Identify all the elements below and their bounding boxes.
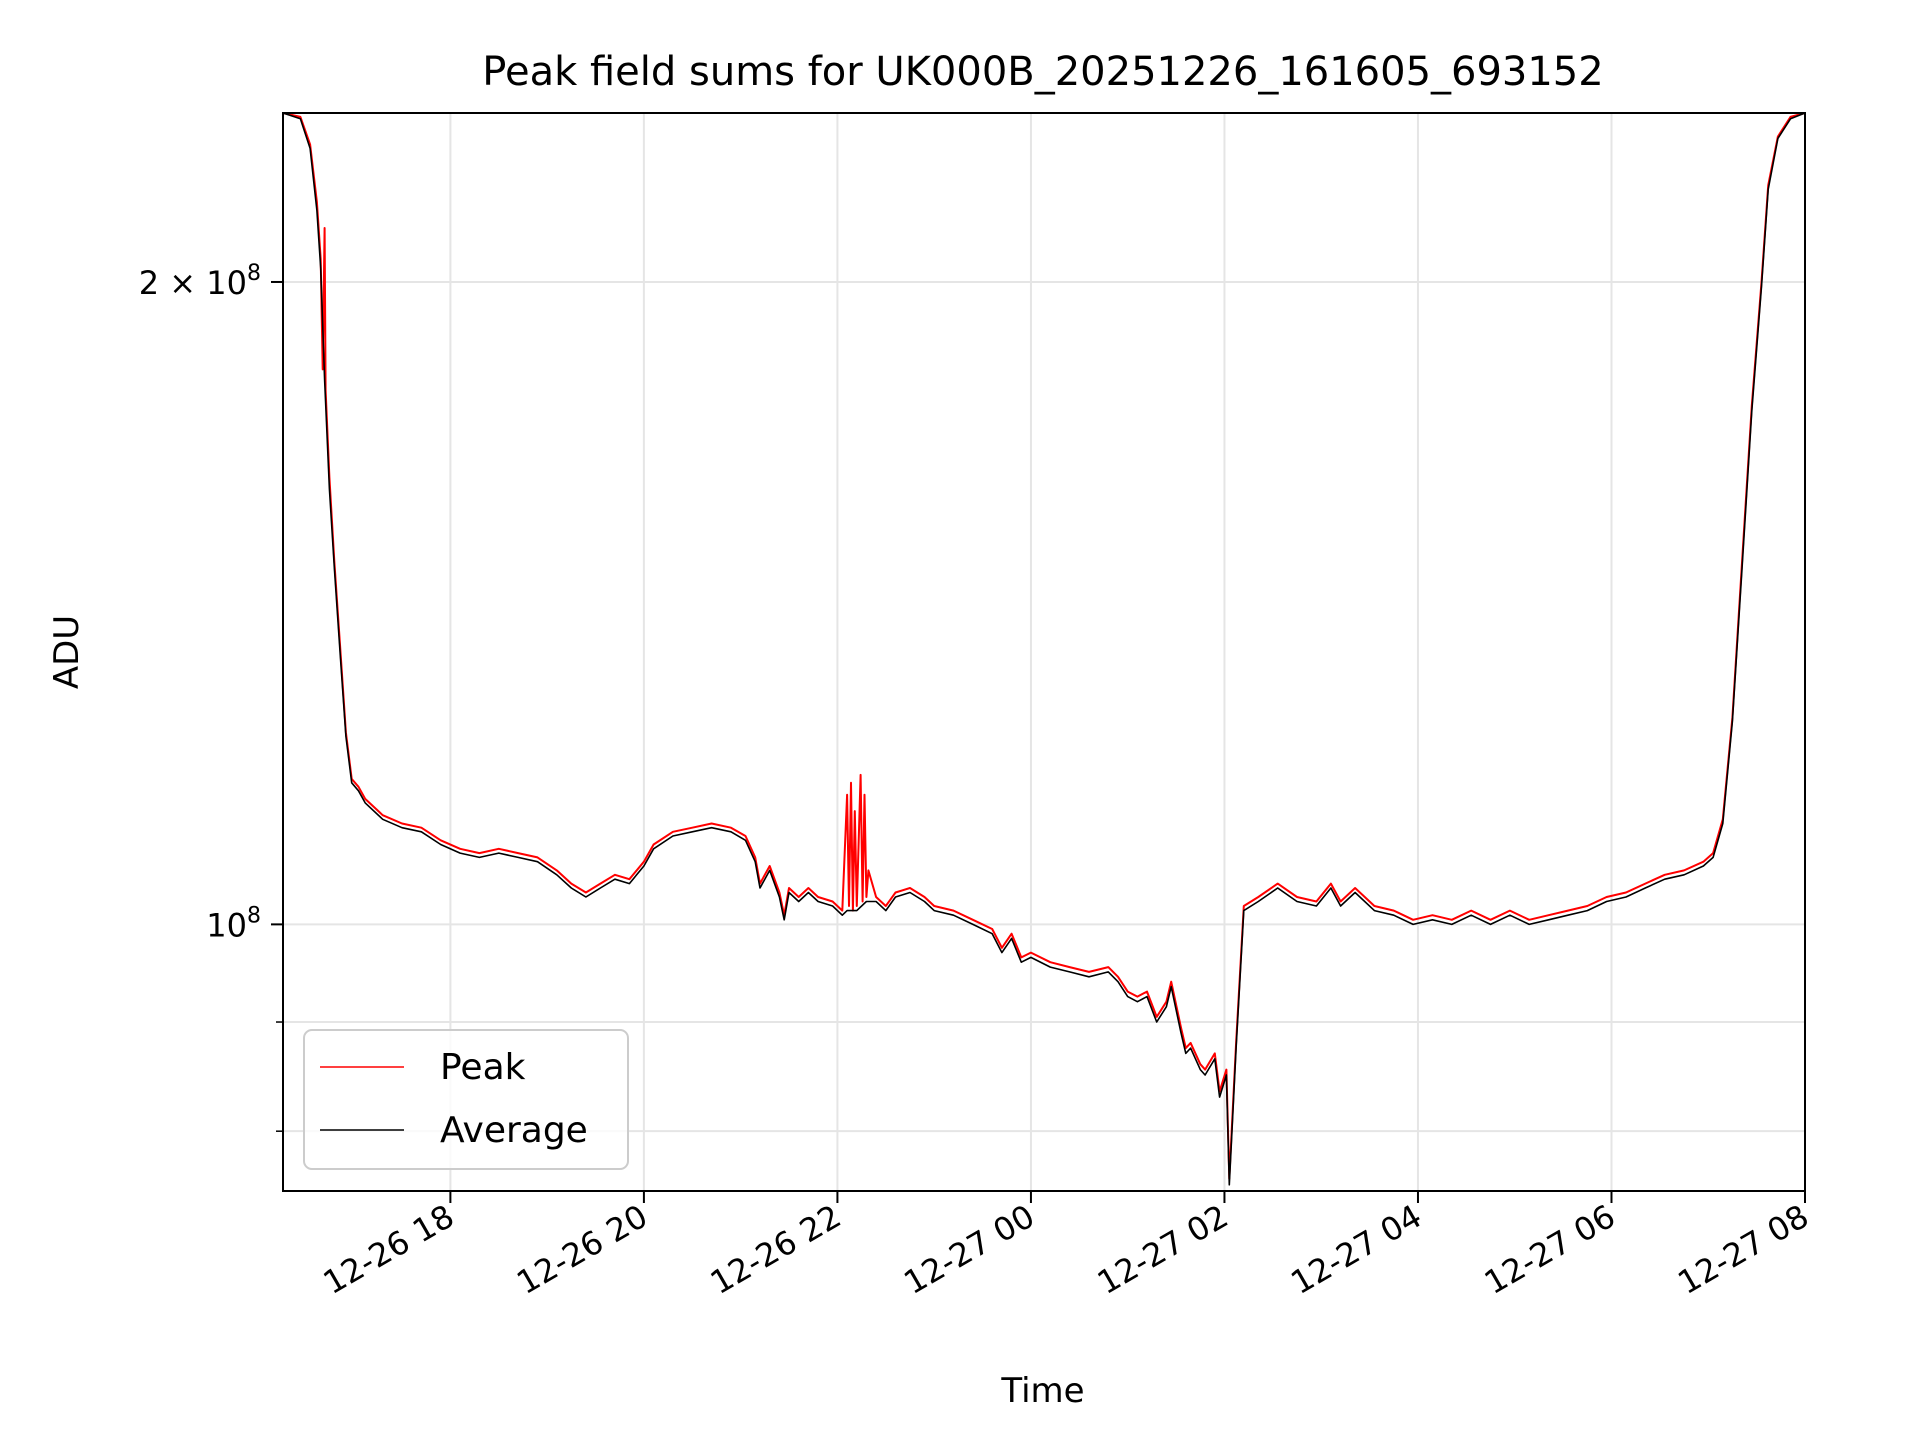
legend-label-peak: Peak: [440, 1047, 526, 1088]
plot-frame: [282, 112, 1806, 1192]
y-axis: 108 2 × 108: [139, 261, 283, 1132]
y-tick-label: 108: [206, 903, 261, 944]
legend-box: [303, 1029, 629, 1170]
series-layer: [282, 112, 1806, 1186]
legend: Peak Average: [303, 1029, 629, 1170]
x-axis-label: Time: [1000, 1371, 1084, 1411]
grid-lines: [283, 113, 1805, 1191]
series-line-peak: [282, 112, 1806, 1180]
series-line-average: [282, 112, 1806, 1186]
y-axis-label: ADU: [47, 615, 87, 689]
legend-label-average: Average: [440, 1110, 588, 1151]
chart-title: Peak field sums for UK000B_20251226_1616…: [482, 49, 1603, 95]
y-tick-label: 2 × 108: [139, 261, 261, 302]
